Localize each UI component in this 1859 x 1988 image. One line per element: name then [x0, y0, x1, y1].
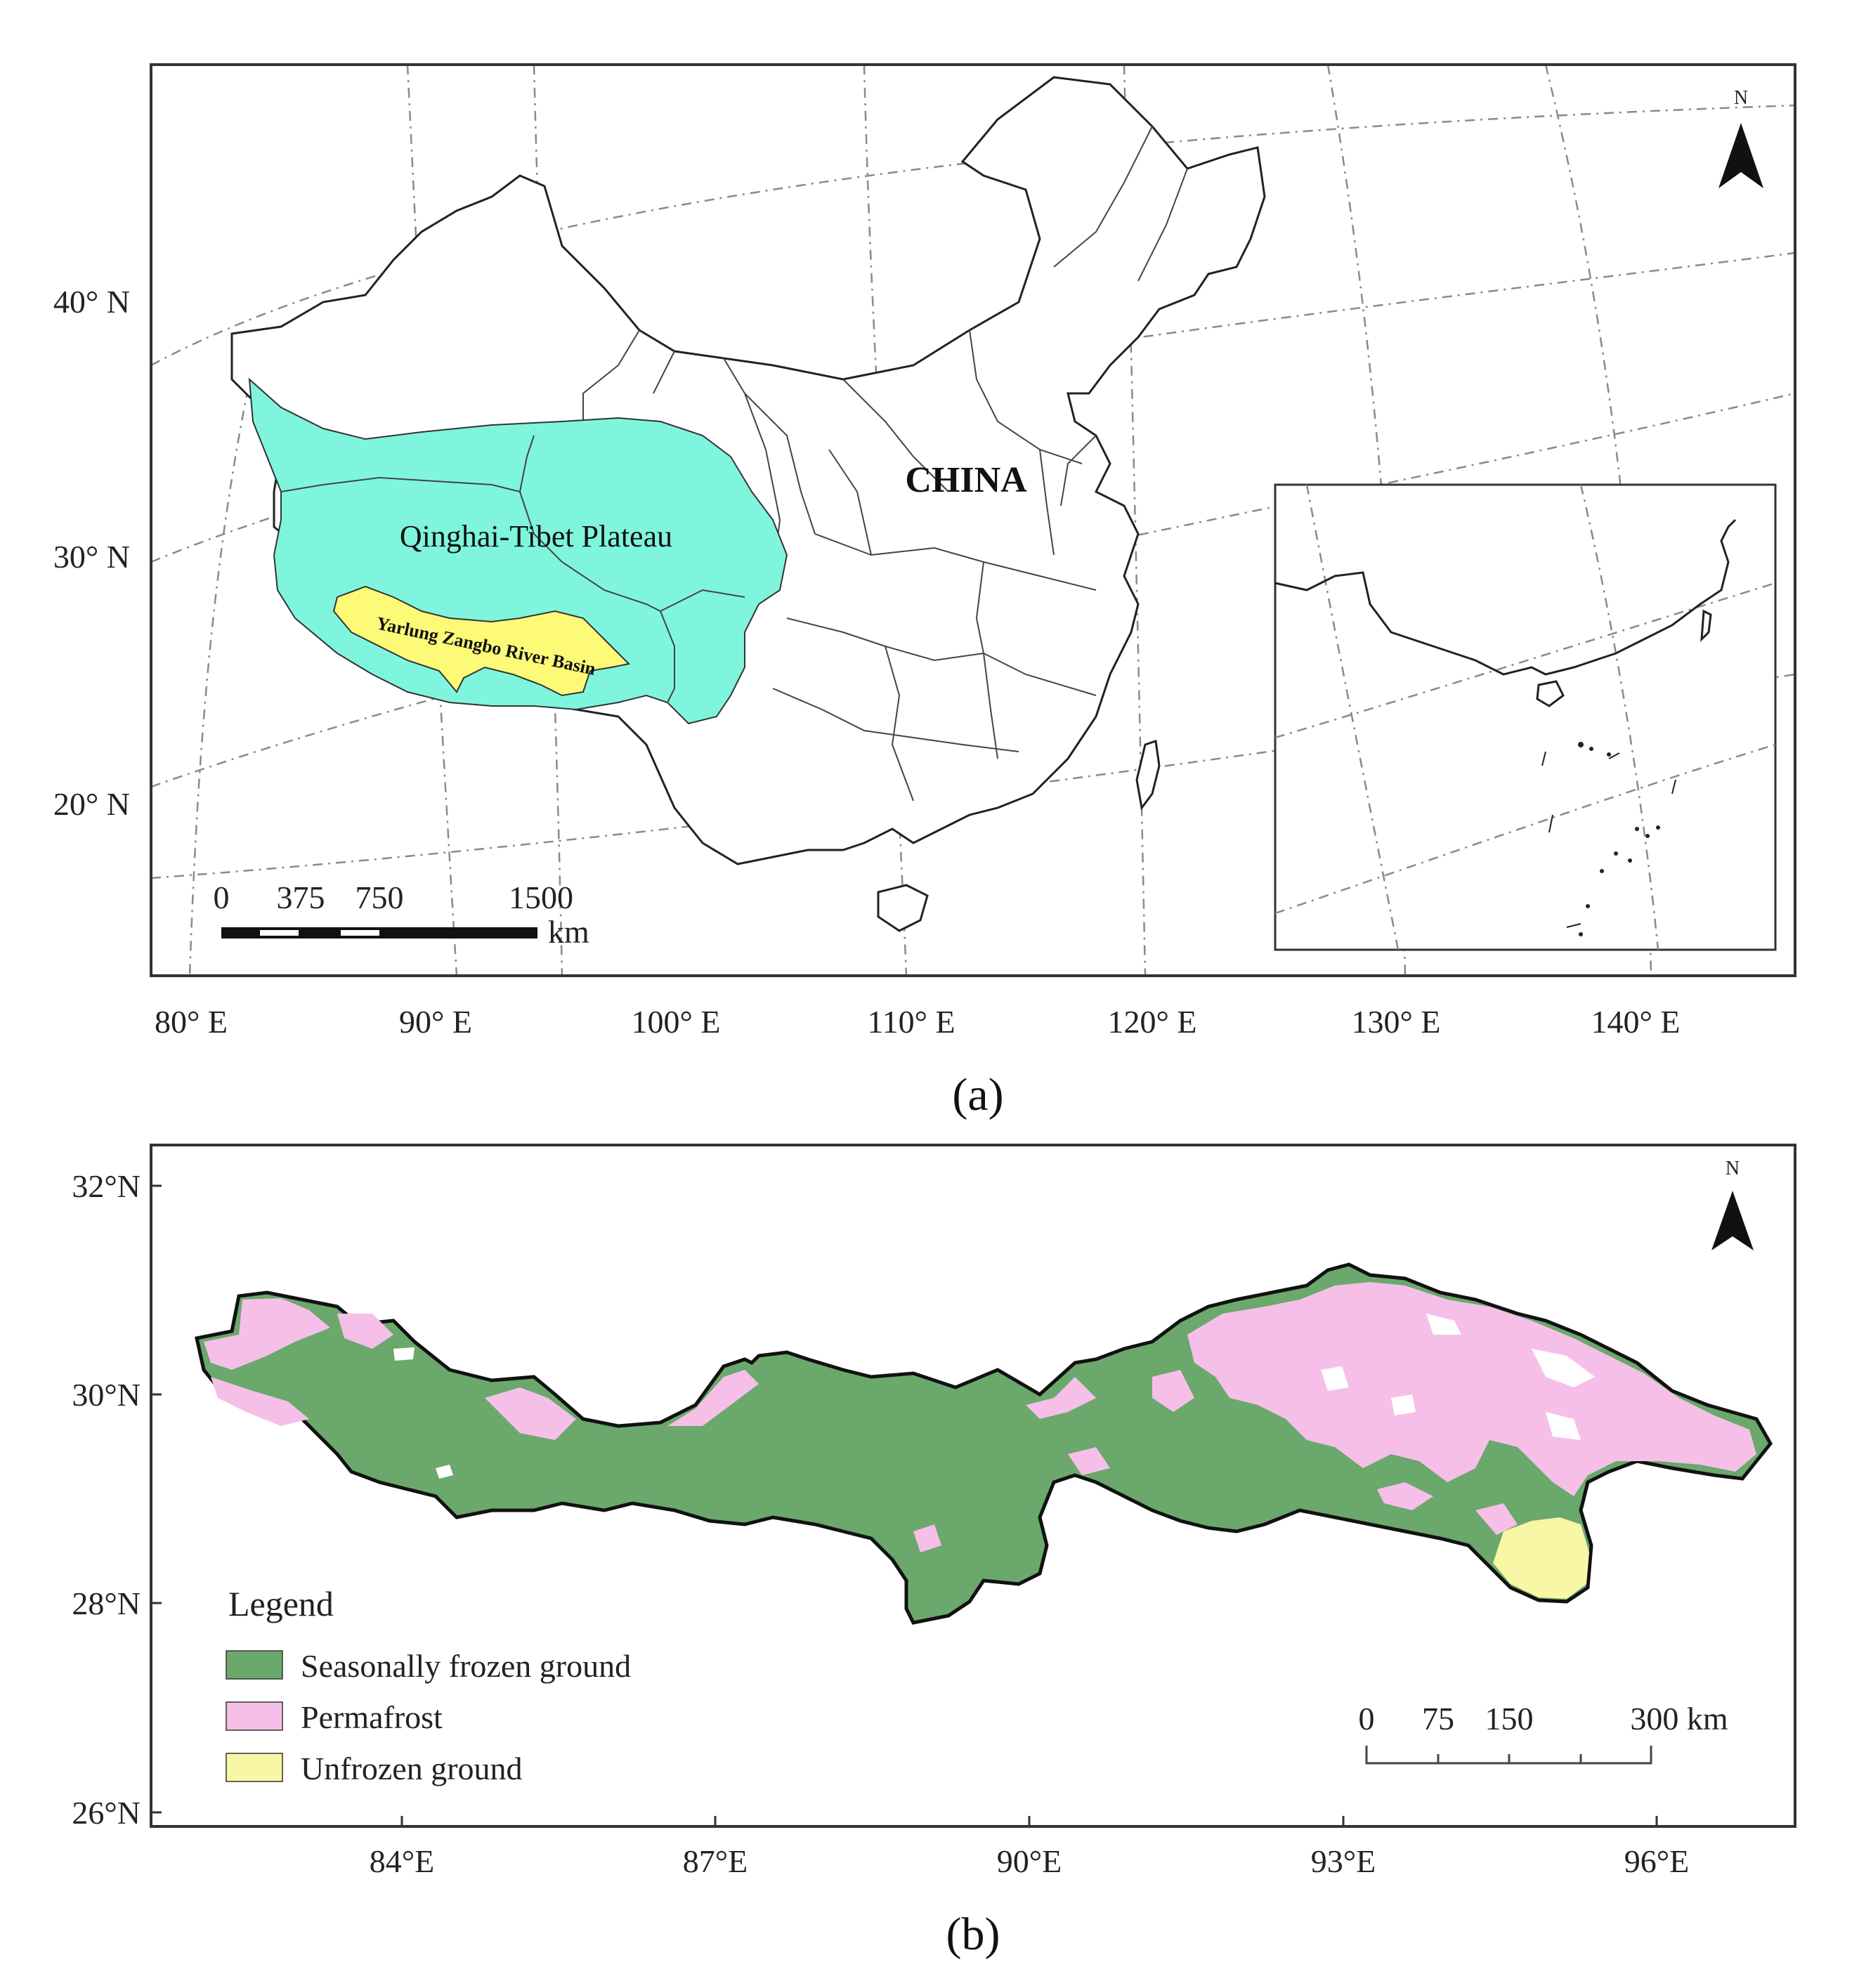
svg-text:750: 750	[356, 879, 404, 915]
svg-text:1500: 1500	[509, 879, 573, 915]
unfrozen-ground-patch	[1493, 1517, 1589, 1599]
plateau-inner-boundaries	[280, 435, 745, 703]
svg-text:km: km	[548, 914, 589, 950]
svg-text:96°E: 96°E	[1624, 1843, 1690, 1879]
svg-text:130° E: 130° E	[1352, 1004, 1441, 1040]
svg-text:100° E: 100° E	[632, 1004, 721, 1040]
svg-text:80° E: 80° E	[155, 1004, 228, 1040]
svg-text:375: 375	[277, 879, 325, 915]
svg-text:90° E: 90° E	[399, 1004, 472, 1040]
panel-a: CHINA Qinghai-Tibet Plateau Yarlung Zang…	[53, 63, 1796, 1120]
north-arrow-b: N	[1711, 1158, 1754, 1250]
svg-text:20° N: 20° N	[53, 786, 130, 822]
caption-b: (b)	[946, 1909, 1000, 1960]
svg-text:300 km: 300 km	[1630, 1701, 1728, 1737]
province-boundaries	[582, 126, 1188, 802]
svg-text:0: 0	[1359, 1701, 1375, 1737]
svg-text:28°N: 28°N	[72, 1585, 141, 1621]
legend-title: Legend	[228, 1584, 334, 1623]
svg-text:150: 150	[1485, 1701, 1534, 1737]
hainan-island	[877, 884, 929, 932]
svg-text:84°E: 84°E	[370, 1843, 435, 1879]
svg-text:0: 0	[214, 879, 230, 915]
svg-text:90°E: 90°E	[997, 1843, 1062, 1879]
legend-swatch-permafrost	[226, 1701, 283, 1731]
panel-a-frame	[150, 63, 1796, 977]
svg-text:40° N: 40° N	[53, 284, 130, 320]
yarlung-zangbo-basin-region	[332, 585, 631, 697]
panel-a-lat-ticks: 40° N 30° N 20° N	[53, 284, 130, 822]
caption-a: (a)	[952, 1069, 1003, 1120]
taiwan-island	[1135, 740, 1161, 811]
label-china: CHINA	[905, 460, 1027, 500]
svg-text:N: N	[1734, 87, 1748, 109]
svg-text:110° E: 110° E	[867, 1004, 955, 1040]
panel-b-lat-ticks: 32°N 30°N 28°N 26°N	[72, 1168, 141, 1831]
legend-label-permafrost: Permafrost	[301, 1699, 443, 1735]
legend-b: Legend Seasonally frozen ground Permafro…	[226, 1584, 631, 1786]
svg-text:26°N: 26°N	[72, 1795, 141, 1831]
legend-swatch-unfrozen	[226, 1753, 283, 1782]
legend-label-unfrozen: Unfrozen ground	[301, 1751, 523, 1786]
no-data-patches	[393, 1314, 1595, 1479]
panel-b-frame	[150, 1144, 1796, 1828]
panel-b-tick-marks	[151, 1184, 1658, 1826]
svg-text:32°N: 32°N	[72, 1168, 141, 1204]
north-arrow-a: N	[1718, 87, 1763, 188]
svg-text:75: 75	[1422, 1701, 1454, 1737]
permafrost-patches	[204, 1282, 1756, 1552]
svg-text:87°E: 87°E	[683, 1843, 748, 1879]
panel-a-lon-ticks: 80° E 90° E 100° E 110° E 120° E 130° E …	[155, 1004, 1681, 1040]
svg-text:30°N: 30°N	[72, 1377, 141, 1413]
south-china-sea-inset	[1274, 483, 1777, 951]
legend-swatch-seasonal	[226, 1650, 283, 1680]
panel-b: N Legend Seasonally frozen ground Permaf…	[72, 1144, 1796, 1960]
scale-bar-a: 0 375 750 1500 km	[214, 879, 590, 950]
svg-text:140° E: 140° E	[1591, 1004, 1681, 1040]
svg-text:93°E: 93°E	[1311, 1843, 1376, 1879]
svg-text:30° N: 30° N	[53, 539, 130, 575]
svg-text:N: N	[1726, 1158, 1740, 1179]
panel-b-lon-ticks: 84°E 87°E 90°E 93°E 96°E	[370, 1843, 1690, 1879]
svg-text:120° E: 120° E	[1108, 1004, 1197, 1040]
legend-label-seasonal: Seasonally frozen ground	[301, 1648, 631, 1684]
scale-bar-b: 0 75 150 300 km	[1359, 1701, 1728, 1765]
label-qinghai-tibet-plateau: Qinghai-Tibet Plateau	[400, 519, 672, 554]
